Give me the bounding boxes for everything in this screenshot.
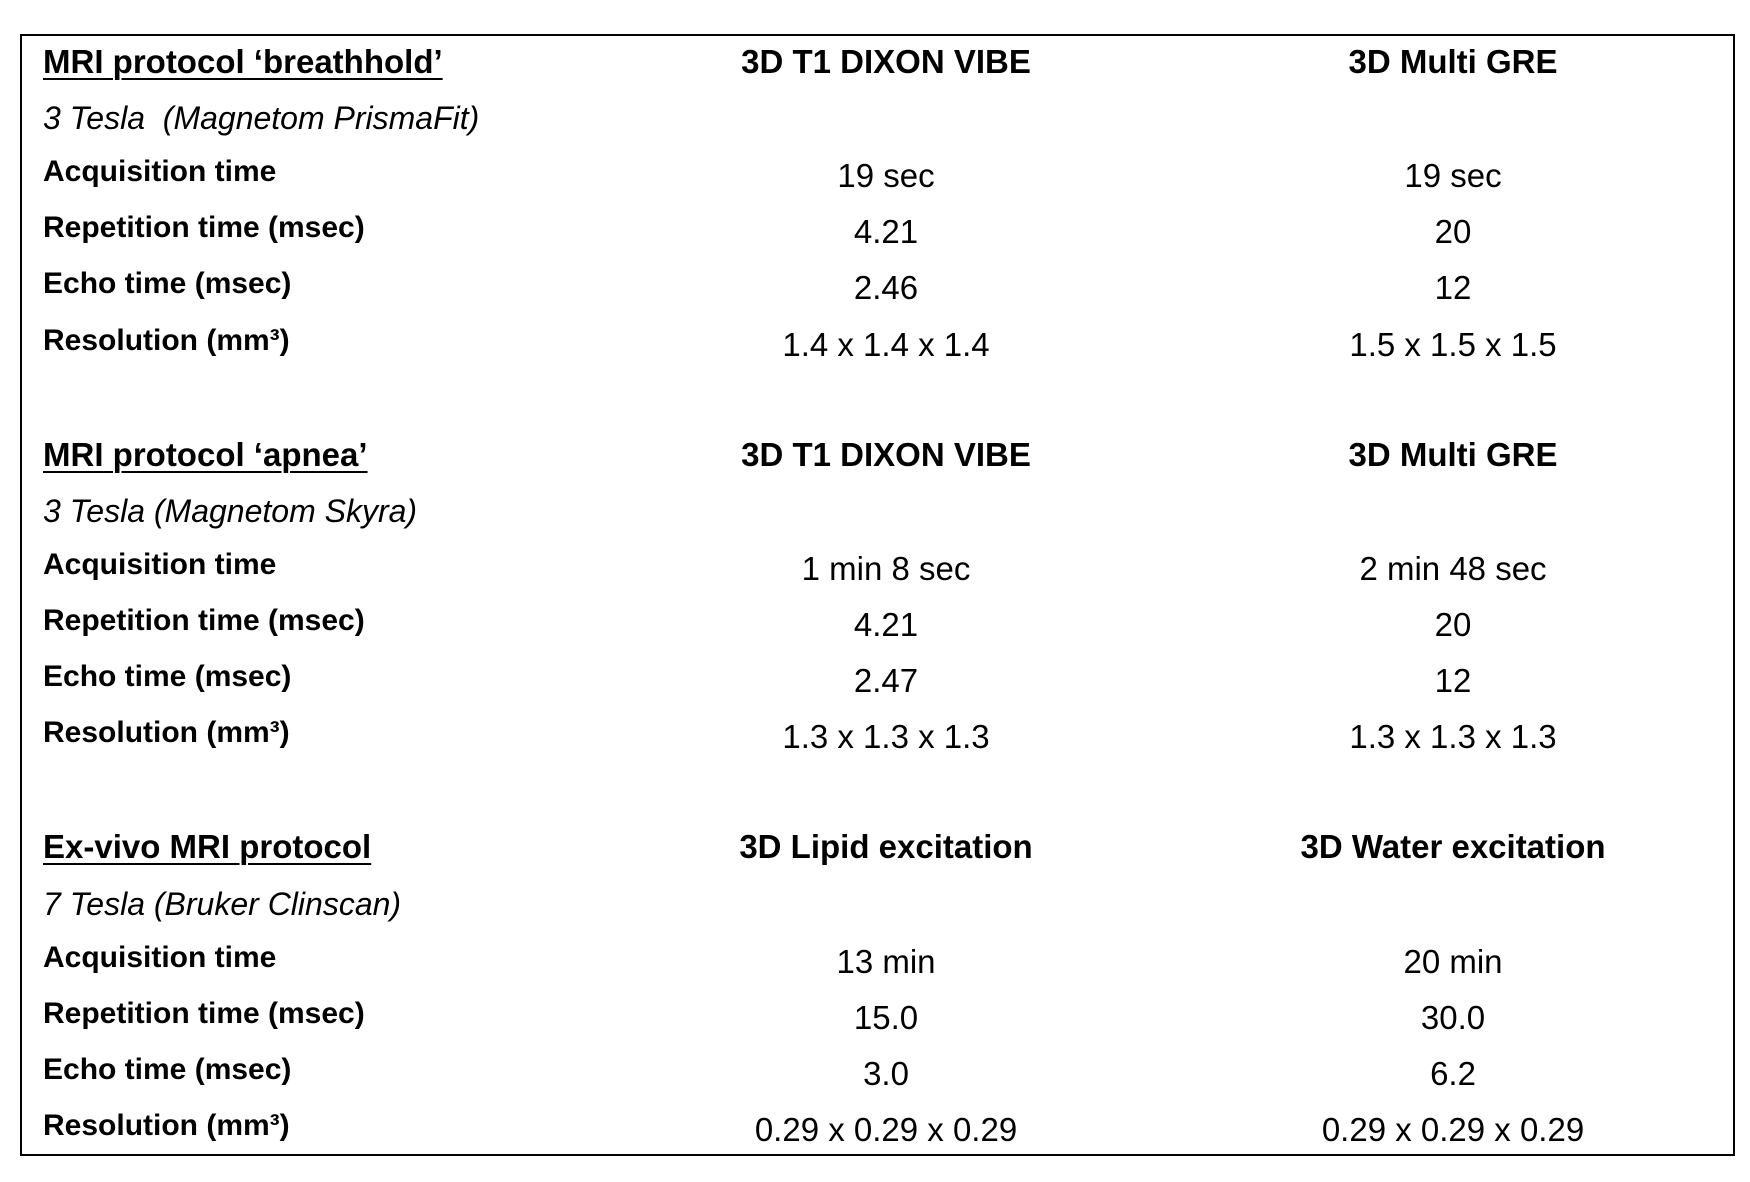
cell-value: 1.5 x 1.5 x 1.5 — [1349, 325, 1557, 363]
cell-value: 2.46 — [853, 269, 919, 307]
column-header: 3D T1 DIXON VIBE — [741, 43, 1031, 80]
cell-value: 3.0 — [863, 1054, 909, 1092]
column-header: 3D Water excitation — [1300, 828, 1606, 866]
cell-value: 20 min — [1403, 942, 1503, 980]
cell-value: 4.21 — [853, 213, 919, 251]
cell-value: 1.4 x 1.4 x 1.4 — [782, 325, 990, 363]
cell-value: 0.29 x 0.29 x 0.29 — [754, 1110, 1018, 1148]
cell-value: 2.47 — [853, 662, 919, 700]
cell-value: 0.29 x 0.29 x 0.29 — [1321, 1110, 1585, 1148]
cell-value: 1 min 8 sec — [801, 549, 971, 587]
section-subtitle: 3 Tesla (Magnetom PrismaFit) — [43, 100, 480, 137]
column-header: 3D Multi GRE — [1348, 435, 1558, 473]
cell-value: 12 — [1434, 662, 1472, 700]
section-title: MRI protocol ‘breathhold’ — [43, 43, 443, 80]
row-label: Echo time (msec) — [43, 660, 292, 694]
row-label: Resolution (mm³) — [43, 323, 290, 357]
cell-value: 30.0 — [1420, 998, 1486, 1036]
row-label: Resolution (mm³) — [43, 1108, 290, 1142]
row-label: Echo time (msec) — [43, 267, 292, 301]
row-label: Acquisition time — [43, 155, 277, 189]
row-label: Repetition time (msec) — [43, 604, 365, 637]
cell-value: 1.3 x 1.3 x 1.3 — [1349, 718, 1557, 756]
cell-value: 15.0 — [853, 998, 919, 1036]
row-label: Echo time (msec) — [43, 1052, 292, 1086]
row-label: Repetition time (msec) — [43, 211, 365, 245]
cell-value: 19 sec — [837, 157, 935, 195]
column-header: 3D T1 DIXON VIBE — [741, 435, 1031, 473]
cell-value: 4.21 — [853, 606, 919, 643]
cell-value: 2 min 48 sec — [1359, 549, 1547, 587]
row-label: Acquisition time — [43, 547, 277, 581]
row-label: Acquisition time — [43, 940, 277, 974]
table-frame — [20, 34, 1735, 1156]
column-header: 3D Multi GRE — [1348, 43, 1558, 80]
cell-value: 6.2 — [1430, 1054, 1476, 1092]
section-subtitle: 7 Tesla (Bruker Clinscan) — [43, 885, 402, 922]
section-subtitle: 3 Tesla (Magnetom Skyra) — [43, 492, 418, 529]
cell-value: 19 sec — [1404, 157, 1502, 195]
column-header: 3D Lipid excitation — [739, 828, 1033, 866]
section-title: MRI protocol ‘apnea’ — [43, 435, 368, 473]
cell-value: 13 min — [836, 942, 936, 980]
row-label: Repetition time (msec) — [43, 996, 365, 1030]
cell-value: 12 — [1434, 269, 1472, 307]
row-label: Resolution (mm³) — [43, 716, 290, 750]
section-title: Ex-vivo MRI protocol — [43, 828, 372, 866]
cell-value: 20 — [1434, 213, 1472, 251]
cell-value: 20 — [1434, 606, 1472, 643]
cell-value: 1.3 x 1.3 x 1.3 — [782, 718, 990, 756]
